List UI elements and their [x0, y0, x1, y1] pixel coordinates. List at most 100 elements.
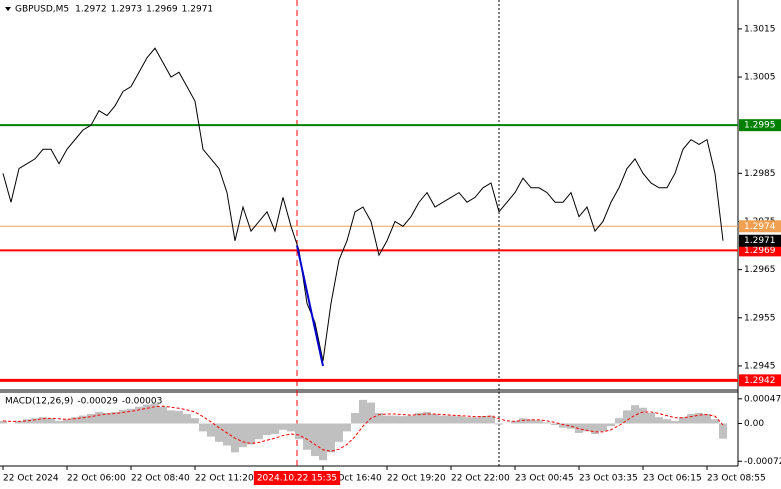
macd-bar — [455, 416, 463, 424]
macd-bar — [687, 414, 695, 424]
x-tick-label: 23 Oct 00:45 — [515, 474, 574, 484]
macd-bar — [695, 412, 703, 424]
price-line — [2, 47, 724, 362]
level-label-box — [739, 220, 781, 233]
macd-bar — [239, 423, 247, 448]
macd-bar — [367, 402, 375, 424]
y-tick-label: 1.2955 — [744, 313, 776, 323]
macd-bar — [311, 423, 319, 457]
macd-value: -0.00003 — [122, 397, 162, 407]
y-tick-label: 0.00 — [744, 419, 764, 429]
x-tick-label: 23 Oct 06:15 — [643, 474, 702, 484]
macd-bar — [439, 415, 447, 424]
macd-bar — [511, 420, 519, 424]
macd-bar — [55, 420, 63, 424]
macd-value: -0.00029 — [77, 397, 118, 407]
y-tick-label: 1.2985 — [744, 169, 776, 179]
macd-bar — [663, 419, 671, 424]
x-tick-label: 23 Oct 03:35 — [579, 474, 638, 484]
current-price-box — [739, 234, 781, 247]
macd-bar — [71, 417, 79, 424]
ohlc-value: 1.2973 — [111, 5, 143, 15]
macd-bar — [359, 399, 367, 424]
symbol: GBPUSD,M5 — [15, 5, 69, 15]
macd-bar — [471, 417, 479, 424]
macd-bar — [575, 423, 583, 433]
macd-bar — [143, 404, 151, 424]
macd-bar — [679, 417, 687, 424]
macd-bar — [711, 419, 719, 424]
macd-label: MACD(12,26,9) — [5, 397, 73, 407]
macd-bar — [551, 423, 559, 426]
macd-bar — [103, 412, 111, 424]
macd-bar — [703, 414, 711, 424]
macd-bar — [255, 423, 263, 440]
macd-bar — [399, 416, 407, 424]
macd-bar — [559, 423, 567, 428]
macd-bar — [39, 417, 47, 424]
macd-bar — [607, 423, 615, 427]
macd-bar — [151, 403, 159, 424]
macd-bar — [0, 420, 8, 424]
macd-bar — [223, 423, 231, 446]
macd-bar — [535, 420, 543, 424]
macd-bar — [343, 423, 351, 432]
trend-line — [296, 245, 324, 367]
level-label-box — [739, 119, 781, 132]
macd-bar — [335, 423, 343, 442]
macd-bar — [23, 419, 31, 424]
macd-bar — [447, 415, 455, 424]
macd-bar — [671, 420, 679, 424]
macd-bar — [79, 415, 87, 424]
macd-bar — [87, 414, 95, 424]
macd-bar — [31, 418, 39, 424]
macd-bar — [415, 412, 423, 424]
ohlc-value: 1.2971 — [182, 5, 214, 15]
time-marker-label: 2024.10.22 15:35 — [257, 474, 337, 484]
macd-bar — [487, 415, 495, 424]
x-tick-label: 22 Oct 11:20 — [195, 474, 254, 484]
macd-bar — [319, 423, 327, 461]
macd-bar — [527, 419, 535, 424]
macd-bar — [119, 409, 127, 424]
macd-bar — [719, 423, 727, 439]
y-tick-label: -0.00072 — [744, 457, 781, 467]
macd-bar — [623, 410, 631, 424]
macd-bar — [95, 411, 103, 424]
macd-bar — [247, 423, 255, 445]
ohlc-value: 1.2972 — [75, 5, 107, 15]
macd-bar — [647, 412, 655, 424]
macd-bar — [639, 407, 647, 424]
macd-bar — [479, 416, 487, 424]
macd-bar — [567, 423, 575, 429]
time-marker-box — [253, 471, 341, 485]
macd-bar — [215, 423, 223, 442]
y-tick-label: 0.00047 — [744, 394, 781, 404]
current-price-label: 1.2971 — [744, 236, 776, 246]
macd-bar — [47, 418, 55, 424]
macd-bar — [111, 411, 119, 424]
level-label-box — [739, 244, 781, 257]
macd-bar — [199, 423, 207, 432]
macd-bar — [191, 418, 199, 424]
macd-signal — [2, 405, 724, 452]
level-label: 1.2969 — [744, 246, 776, 256]
macd-bar — [407, 415, 415, 424]
x-tick-label: 22 Oct 19:20 — [387, 474, 446, 484]
macd-bar — [295, 423, 303, 440]
macd-bar — [543, 422, 551, 424]
macd-bar — [423, 411, 431, 424]
macd-bar — [271, 423, 279, 434]
macd-bar — [327, 423, 335, 453]
x-tick-label: 22 Oct 22:00 — [451, 474, 510, 484]
macd-bar — [599, 423, 607, 432]
y-tick-label: 1.3015 — [744, 24, 776, 34]
macd-bar — [183, 414, 191, 424]
macd-bar — [391, 415, 399, 424]
macd-bar — [167, 410, 175, 424]
macd-bar — [263, 423, 271, 436]
level-label: 1.2995 — [744, 121, 776, 131]
x-tick-label: 23 Oct 08:55 — [707, 474, 766, 484]
